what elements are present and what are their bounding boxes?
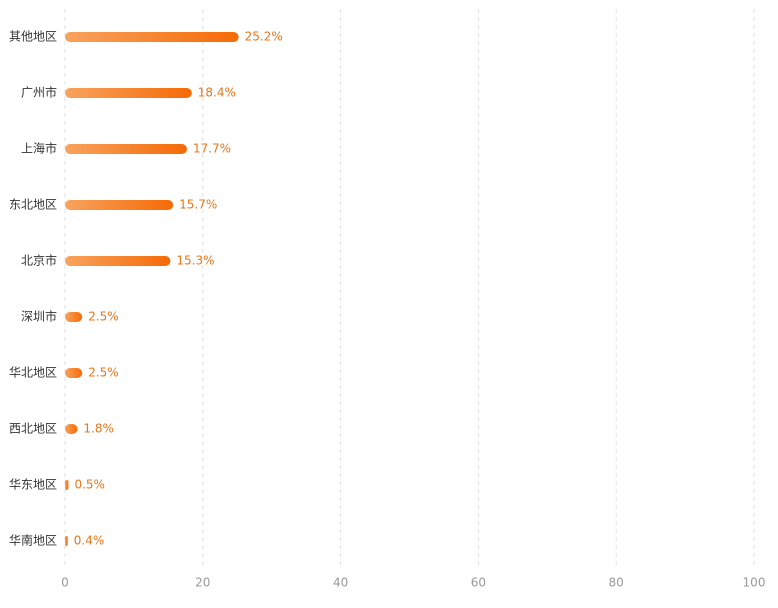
bar	[65, 480, 69, 490]
bar	[65, 256, 171, 266]
y-tick-label: 北京市	[21, 253, 57, 268]
bar	[65, 144, 187, 154]
value-label: 17.7%	[193, 142, 231, 156]
value-label: 0.4%	[74, 534, 105, 548]
x-tick-label: 0	[61, 576, 69, 590]
x-tick-label: 100	[743, 576, 766, 590]
value-label: 15.7%	[179, 198, 217, 212]
bar	[65, 32, 239, 42]
bar	[65, 312, 83, 322]
x-tick-label: 40	[333, 576, 348, 590]
x-tick-label: 60	[471, 576, 486, 590]
x-tick-label: 80	[609, 576, 624, 590]
value-label: 25.2%	[245, 30, 283, 44]
x-tick-label: 20	[195, 576, 210, 590]
bar	[65, 424, 78, 434]
y-tick-label: 华北地区	[9, 366, 57, 380]
bar	[65, 368, 83, 378]
value-label: 15.3%	[176, 254, 214, 268]
y-tick-label: 其他地区	[9, 30, 57, 44]
value-label: 18.4%	[198, 86, 236, 100]
y-tick-label: 西北地区	[9, 422, 57, 436]
y-tick-label: 深圳市	[21, 309, 57, 324]
y-tick-label: 东北地区	[9, 198, 57, 212]
value-label: 2.5%	[88, 366, 119, 380]
y-tick-label: 上海市	[21, 141, 57, 156]
value-label: 2.5%	[88, 310, 119, 324]
value-label: 1.8%	[83, 422, 114, 436]
y-tick-label: 华南地区	[9, 533, 57, 548]
bar	[65, 88, 192, 98]
bar	[65, 536, 68, 546]
bar	[65, 200, 174, 210]
value-label: 0.5%	[74, 478, 105, 492]
y-tick-label: 华东地区	[9, 478, 57, 492]
y-tick-label: 广州市	[21, 85, 57, 100]
